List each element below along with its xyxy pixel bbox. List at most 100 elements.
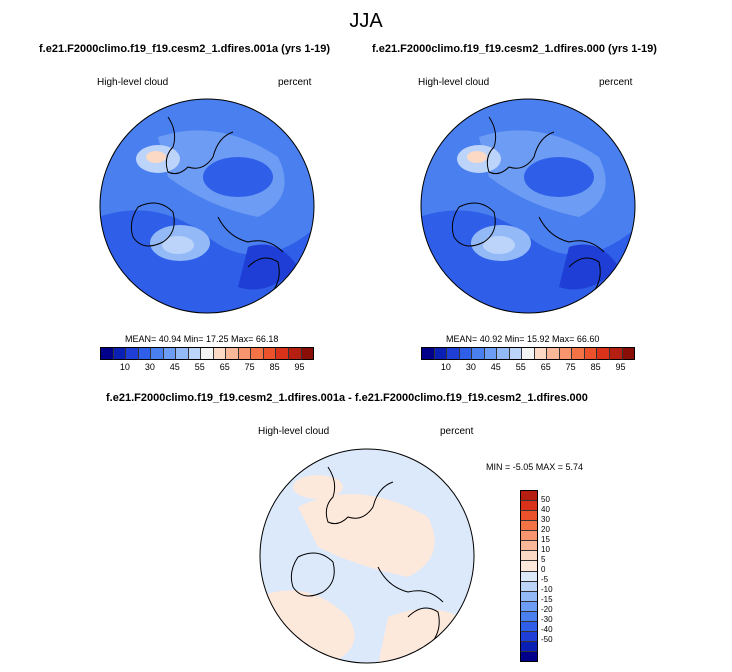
left-colorbar — [100, 347, 314, 360]
colorbar-swatch — [572, 348, 585, 359]
colorbar-tick-label: -30 — [541, 615, 553, 624]
colorbar-swatch — [126, 348, 139, 359]
colorbar-swatch — [521, 611, 537, 622]
colorbar-tick-label: 75 — [244, 362, 255, 372]
colorbar-swatch — [201, 348, 214, 359]
colorbar-swatch — [521, 561, 537, 572]
colorbar-tick-label: 30 — [144, 362, 155, 372]
page-title: JJA — [349, 10, 383, 32]
colorbar-swatch — [251, 348, 264, 359]
colorbar-swatch — [622, 348, 635, 359]
colorbar-swatch — [188, 348, 202, 359]
right-units-label: percent — [599, 77, 633, 88]
colorbar-tick-label: -40 — [541, 625, 553, 634]
colorbar-swatch — [101, 348, 114, 359]
colorbar-tick-label: 50 — [541, 495, 550, 504]
colorbar-swatch — [521, 652, 537, 662]
colorbar-swatch — [521, 641, 537, 652]
colorbar-tick-label: 10 — [119, 362, 130, 372]
colorbar-tick-label: 85 — [590, 362, 601, 372]
right-polar-map — [420, 98, 636, 314]
colorbar-swatch — [521, 521, 537, 532]
colorbar-swatch — [422, 348, 435, 359]
colorbar-tick-label: 10 — [541, 545, 550, 554]
diff-colorbar — [520, 490, 538, 662]
colorbar-swatch — [497, 348, 510, 359]
colorbar-swatch — [521, 541, 537, 552]
colorbar-tick-label: -50 — [541, 635, 553, 644]
colorbar-swatch — [484, 348, 498, 359]
right-colorbar — [421, 347, 635, 360]
colorbar-tick-label: 65 — [540, 362, 551, 372]
colorbar-tick-label: 65 — [219, 362, 230, 372]
colorbar-tick-label: 0 — [541, 565, 546, 574]
colorbar-swatch — [521, 511, 537, 522]
left-subtitle: f.e21.F2000climo.f19_f19.cesm2_1.dfires.… — [39, 43, 331, 55]
colorbar-swatch — [226, 348, 239, 359]
left-stats: MEAN= 40.94 Min= 17.25 Max= 66.18 — [125, 334, 279, 344]
colorbar-swatch — [521, 551, 537, 562]
left-units-label: percent — [278, 77, 312, 88]
colorbar-tick-label: 95 — [294, 362, 305, 372]
colorbar-tick-label: -20 — [541, 605, 553, 614]
diff-colorbar-ticks: 50 40 30 20 15 10 5 0 -5 -10 -15 -20 -30 -40 -50 — [541, 490, 571, 660]
colorbar-swatch — [597, 348, 610, 359]
left-colorbar-ticks: 10 30 45 55 65 75 85 95 — [100, 362, 312, 374]
right-colorbar-ticks: 10 30 45 55 65 75 85 95 — [421, 362, 633, 374]
colorbar-tick-label: 55 — [515, 362, 526, 372]
diff-variable-label: High-level cloud — [258, 426, 330, 437]
colorbar-swatch — [263, 348, 277, 359]
colorbar-tick-label: 5 — [541, 555, 546, 564]
colorbar-swatch — [522, 348, 535, 359]
colorbar-tick-label: -10 — [541, 585, 553, 594]
colorbar-swatch — [288, 348, 302, 359]
colorbar-tick-label: 55 — [194, 362, 205, 372]
colorbar-swatch — [534, 348, 548, 359]
colorbar-tick-label: 75 — [565, 362, 576, 372]
diff-stats: MIN = -5.05 MAX = 5.74 — [486, 462, 584, 472]
colorbar-swatch — [276, 348, 289, 359]
diff-polar-map — [259, 448, 475, 664]
right-variable-label: High-level cloud — [418, 77, 490, 88]
colorbar-tick-label: 45 — [169, 362, 180, 372]
colorbar-swatch — [584, 348, 598, 359]
colorbar-tick-label: 30 — [465, 362, 476, 372]
colorbar-swatch — [559, 348, 573, 359]
diff-units-label: percent — [440, 426, 474, 437]
colorbar-swatch — [521, 531, 537, 542]
colorbar-swatch — [509, 348, 523, 359]
colorbar-swatch — [521, 491, 537, 502]
colorbar-swatch — [459, 348, 473, 359]
colorbar-swatch — [521, 621, 537, 632]
colorbar-swatch — [238, 348, 252, 359]
left-variable-label: High-level cloud — [97, 77, 169, 88]
colorbar-tick-label: 85 — [269, 362, 280, 372]
right-subtitle: f.e21.F2000climo.f19_f19.cesm2_1.dfires.… — [372, 43, 657, 55]
colorbar-swatch — [301, 348, 314, 359]
colorbar-swatch — [521, 571, 537, 582]
diff-subtitle: f.e21.F2000climo.f19_f19.cesm2_1.dfires.… — [106, 392, 588, 404]
colorbar-swatch — [151, 348, 164, 359]
colorbar-swatch — [521, 591, 537, 602]
colorbar-swatch — [213, 348, 227, 359]
colorbar-swatch — [521, 501, 537, 512]
right-stats: MEAN= 40.92 Min= 15.92 Max= 66.60 — [446, 334, 600, 344]
colorbar-tick-label: 20 — [541, 525, 550, 534]
left-polar-map — [99, 98, 315, 314]
colorbar-swatch — [434, 348, 448, 359]
colorbar-tick-label: -5 — [541, 575, 549, 584]
colorbar-swatch — [176, 348, 189, 359]
colorbar-swatch — [521, 581, 537, 592]
colorbar-swatch — [113, 348, 127, 359]
colorbar-tick-label: 10 — [440, 362, 451, 372]
colorbar-swatch — [138, 348, 152, 359]
colorbar-tick-label: 40 — [541, 505, 550, 514]
colorbar-tick-label: 45 — [490, 362, 501, 372]
colorbar-tick-label: 30 — [541, 515, 550, 524]
colorbar-swatch — [163, 348, 177, 359]
colorbar-tick-label: -15 — [541, 595, 553, 604]
colorbar-tick-label: 95 — [615, 362, 626, 372]
colorbar-swatch — [547, 348, 560, 359]
colorbar-swatch — [609, 348, 623, 359]
colorbar-swatch — [447, 348, 460, 359]
